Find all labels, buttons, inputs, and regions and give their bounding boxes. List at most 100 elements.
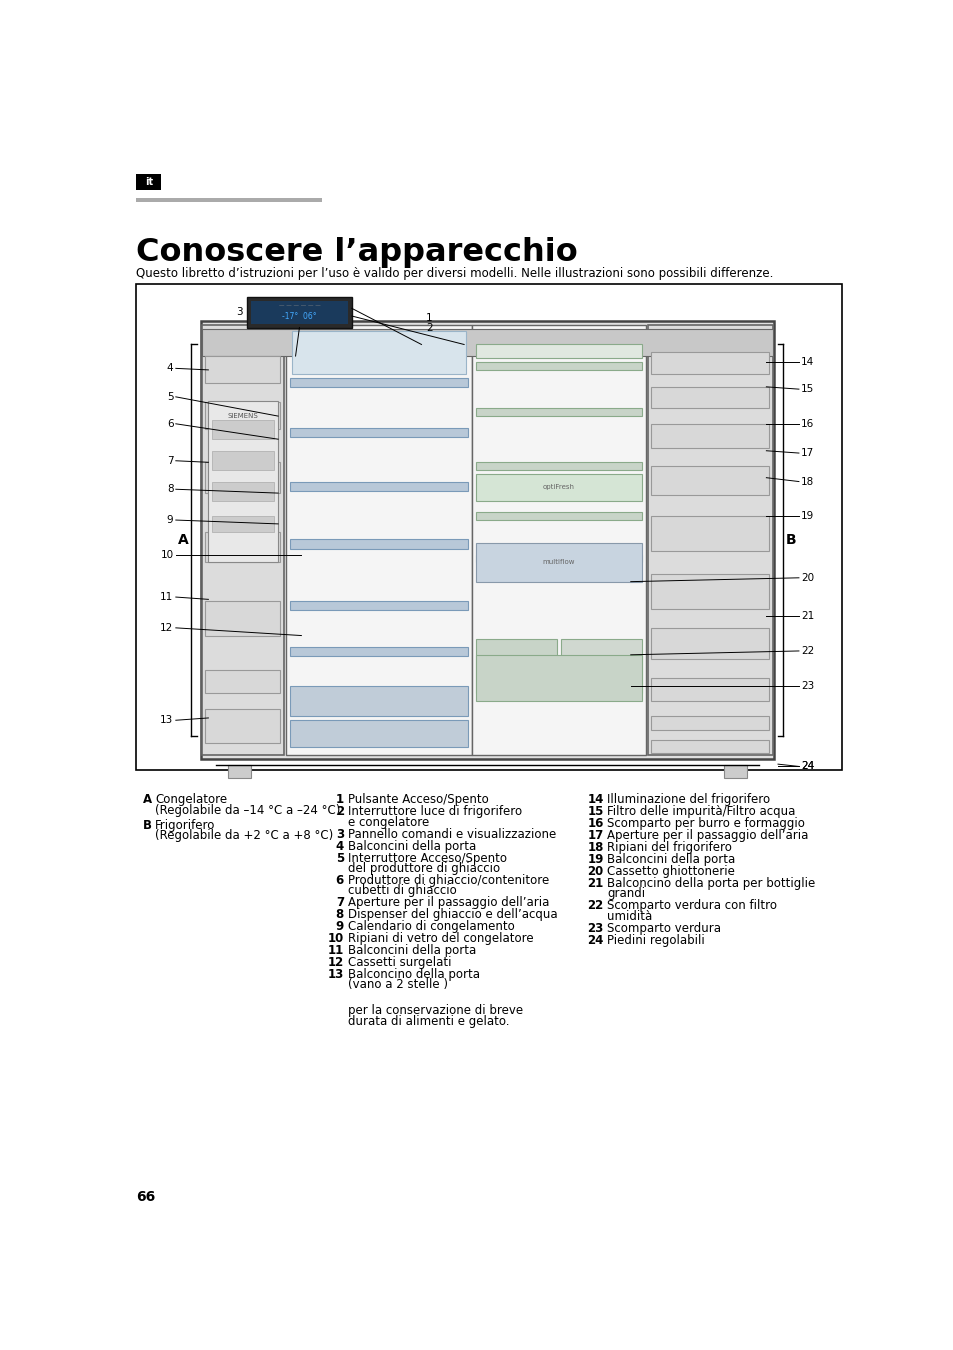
Text: Pulsante Acceso/Spento: Pulsante Acceso/Spento bbox=[348, 794, 488, 806]
Bar bbox=[136, 174, 161, 190]
Text: 17: 17 bbox=[587, 829, 603, 842]
Text: 9: 9 bbox=[167, 516, 173, 525]
Bar bbox=[476, 462, 641, 470]
Text: 13: 13 bbox=[160, 716, 173, 725]
Text: Balconcino della porta: Balconcino della porta bbox=[348, 968, 479, 981]
Bar bbox=[650, 678, 769, 701]
Bar bbox=[290, 428, 468, 437]
Text: Interruttore luce di frigorifero: Interruttore luce di frigorifero bbox=[348, 806, 521, 818]
Text: A: A bbox=[142, 794, 152, 806]
Text: A: A bbox=[178, 533, 189, 547]
Text: Illuminazione del frigorifero: Illuminazione del frigorifero bbox=[607, 794, 770, 806]
Text: -17°  06°: -17° 06° bbox=[282, 312, 316, 320]
Text: 19: 19 bbox=[801, 512, 814, 521]
Bar bbox=[290, 378, 468, 387]
Bar bbox=[476, 555, 641, 563]
Bar bbox=[202, 329, 772, 356]
Text: optiFresh: optiFresh bbox=[542, 483, 575, 490]
Text: Scomparto verdura con filtro: Scomparto verdura con filtro bbox=[607, 899, 777, 913]
Text: 20: 20 bbox=[587, 865, 603, 878]
Bar bbox=[136, 198, 322, 202]
Bar bbox=[251, 301, 348, 324]
Bar bbox=[290, 647, 468, 656]
Text: 10: 10 bbox=[160, 549, 173, 560]
Bar bbox=[205, 356, 279, 383]
Text: (Regolabile da –14 °C a –24 °C): (Regolabile da –14 °C a –24 °C) bbox=[154, 803, 340, 817]
Text: 1: 1 bbox=[335, 794, 344, 806]
Bar bbox=[205, 402, 279, 429]
Text: 7: 7 bbox=[167, 456, 173, 466]
Bar bbox=[212, 516, 274, 532]
Text: 12: 12 bbox=[328, 956, 344, 969]
Text: 17: 17 bbox=[801, 448, 814, 458]
Bar bbox=[208, 401, 278, 563]
Text: 16: 16 bbox=[587, 817, 603, 830]
Text: 6: 6 bbox=[335, 873, 344, 887]
Text: Conoscere l’apparecchio: Conoscere l’apparecchio bbox=[136, 238, 578, 269]
Bar bbox=[476, 543, 641, 582]
Text: Frigorifero: Frigorifero bbox=[154, 819, 215, 832]
Text: 20: 20 bbox=[801, 572, 814, 583]
Text: 24: 24 bbox=[801, 761, 814, 771]
Bar bbox=[212, 420, 274, 439]
Bar bbox=[286, 325, 472, 755]
Text: B: B bbox=[785, 533, 796, 547]
Text: Dispenser del ghiaccio e dell’acqua: Dispenser del ghiaccio e dell’acqua bbox=[348, 909, 557, 921]
Text: Interruttore Acceso/Spento: Interruttore Acceso/Spento bbox=[348, 852, 506, 864]
Bar bbox=[650, 466, 769, 495]
Text: 7: 7 bbox=[335, 896, 344, 909]
Text: Questo libretto d’istruzioni per l’uso è valido per diversi modelli. Nelle illus: Questo libretto d’istruzioni per l’uso è… bbox=[136, 267, 773, 279]
Text: 3: 3 bbox=[236, 308, 243, 317]
Bar bbox=[205, 601, 279, 636]
Text: Produttore di ghiaccio/contenitore: Produttore di ghiaccio/contenitore bbox=[348, 873, 549, 887]
Text: Aperture per il passaggio dell’aria: Aperture per il passaggio dell’aria bbox=[348, 896, 549, 909]
Bar bbox=[290, 686, 468, 717]
Bar bbox=[723, 765, 746, 778]
Text: (vano a 2 stelle ): (vano a 2 stelle ) bbox=[348, 979, 447, 991]
Text: SIEMENS: SIEMENS bbox=[228, 413, 258, 418]
Bar bbox=[290, 539, 468, 548]
Text: durata di alimenti e gelato.: durata di alimenti e gelato. bbox=[348, 1015, 509, 1027]
Text: Balconcini della porta: Balconcini della porta bbox=[607, 853, 735, 867]
Text: 23: 23 bbox=[801, 680, 814, 691]
Text: 23: 23 bbox=[587, 922, 603, 934]
Text: Congelatore: Congelatore bbox=[154, 794, 227, 806]
Text: 6: 6 bbox=[167, 418, 173, 429]
Text: 14: 14 bbox=[587, 794, 603, 806]
Text: Aperture per il passaggio dell’aria: Aperture per il passaggio dell’aria bbox=[607, 829, 808, 842]
Bar bbox=[205, 670, 279, 694]
Text: 21: 21 bbox=[801, 612, 814, 621]
Bar bbox=[650, 574, 769, 609]
Bar bbox=[650, 717, 769, 730]
Text: Cassetti surgelati: Cassetti surgelati bbox=[348, 956, 451, 969]
Bar bbox=[476, 513, 641, 520]
Text: 24: 24 bbox=[801, 761, 814, 771]
Bar bbox=[290, 601, 468, 610]
Bar bbox=[560, 640, 641, 694]
Text: Filtro delle impurità/Filtro acqua: Filtro delle impurità/Filtro acqua bbox=[607, 806, 795, 818]
Bar bbox=[205, 462, 279, 493]
Text: 21: 21 bbox=[587, 878, 603, 890]
Text: Ripiani di vetro del congelatore: Ripiani di vetro del congelatore bbox=[348, 931, 533, 945]
Bar bbox=[476, 640, 557, 694]
Bar bbox=[476, 362, 641, 370]
Text: per la conservazione di breve: per la conservazione di breve bbox=[348, 1004, 522, 1017]
Text: 4: 4 bbox=[167, 363, 173, 374]
Text: 5: 5 bbox=[335, 852, 344, 864]
Bar bbox=[205, 709, 279, 744]
Text: 2: 2 bbox=[335, 806, 344, 818]
Text: Ripiani del frigorifero: Ripiani del frigorifero bbox=[607, 841, 732, 855]
Text: 24: 24 bbox=[587, 934, 603, 946]
Bar bbox=[212, 451, 274, 470]
Text: Scomparto verdura: Scomparto verdura bbox=[607, 922, 720, 934]
Text: 18: 18 bbox=[587, 841, 603, 855]
Text: 22: 22 bbox=[801, 645, 814, 656]
Text: 5: 5 bbox=[167, 392, 173, 402]
Text: 15: 15 bbox=[587, 806, 603, 818]
Text: 8: 8 bbox=[335, 909, 344, 921]
Text: Scomparto per burro e formaggio: Scomparto per burro e formaggio bbox=[607, 817, 804, 830]
Text: 66: 66 bbox=[136, 1189, 155, 1204]
Text: it: it bbox=[145, 177, 152, 188]
Text: 12: 12 bbox=[160, 622, 173, 633]
Text: Balconcini della porta: Balconcini della porta bbox=[348, 840, 476, 853]
